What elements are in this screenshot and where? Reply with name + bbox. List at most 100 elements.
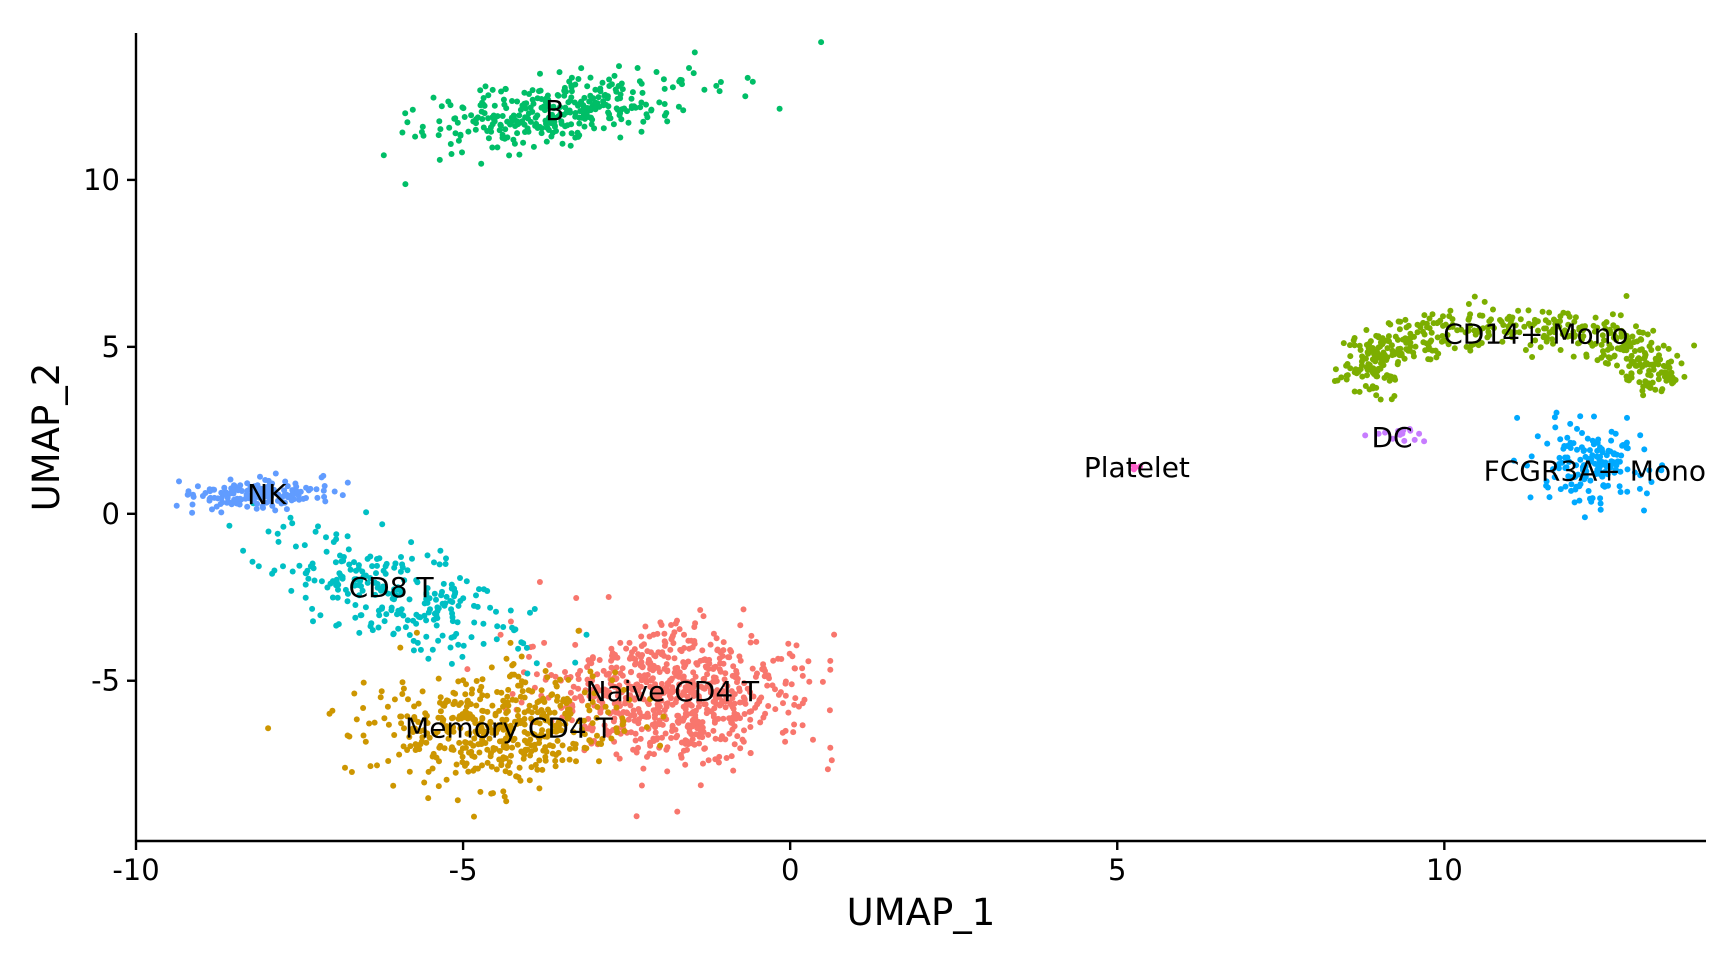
data-point xyxy=(741,711,748,717)
data-point xyxy=(728,648,735,655)
data-point xyxy=(496,756,503,763)
data-point xyxy=(1636,329,1643,335)
data-point xyxy=(716,666,723,673)
data-point xyxy=(173,502,180,509)
data-point xyxy=(560,696,567,703)
data-point xyxy=(519,688,526,695)
data-point xyxy=(436,118,443,125)
data-point xyxy=(1628,370,1635,377)
data-point xyxy=(572,659,579,666)
data-point xyxy=(1506,313,1513,320)
data-point xyxy=(459,653,466,660)
data-point xyxy=(283,506,290,513)
data-point xyxy=(1691,342,1698,349)
data-point xyxy=(1580,448,1587,454)
data-point xyxy=(377,694,384,701)
data-point xyxy=(202,490,209,496)
data-point xyxy=(649,675,656,682)
data-point xyxy=(303,495,309,501)
data-point xyxy=(1647,372,1654,379)
data-point xyxy=(636,672,643,679)
data-point xyxy=(1649,379,1656,386)
data-point xyxy=(1678,360,1685,367)
data-point xyxy=(542,744,549,751)
data-point xyxy=(281,499,288,506)
data-point xyxy=(292,543,299,550)
data-point xyxy=(1462,329,1469,336)
data-point xyxy=(668,622,675,628)
data-point xyxy=(1665,359,1672,366)
data-point xyxy=(1634,356,1641,363)
data-point xyxy=(541,699,548,705)
data-point xyxy=(383,560,390,567)
data-point xyxy=(1130,466,1137,473)
data-point xyxy=(634,65,641,71)
data-point xyxy=(457,132,464,139)
data-point xyxy=(1565,321,1572,328)
x-tick-label: 0 xyxy=(781,853,799,887)
data-point xyxy=(493,766,500,773)
data-point xyxy=(1592,314,1599,321)
data-point xyxy=(344,732,351,739)
data-point xyxy=(734,733,741,740)
data-point xyxy=(1557,347,1564,353)
data-point xyxy=(503,798,510,805)
data-point xyxy=(1643,490,1650,497)
data-point xyxy=(614,95,621,102)
data-point xyxy=(1624,466,1631,473)
data-point xyxy=(1395,318,1402,325)
data-point xyxy=(516,764,523,771)
data-point xyxy=(235,487,242,494)
data-point xyxy=(669,84,676,91)
data-point xyxy=(1546,309,1553,316)
data-point xyxy=(592,99,599,106)
data-point xyxy=(231,482,237,489)
data-point xyxy=(337,552,343,559)
data-point xyxy=(209,506,215,513)
data-point xyxy=(460,595,467,602)
data-point xyxy=(753,638,760,645)
data-point xyxy=(490,112,497,119)
data-point xyxy=(593,714,600,721)
data-point xyxy=(1447,307,1454,314)
data-point xyxy=(1576,483,1583,490)
data-point xyxy=(682,704,689,711)
data-point xyxy=(599,736,606,742)
data-point xyxy=(471,813,477,820)
data-point xyxy=(671,655,678,662)
data-point xyxy=(692,673,699,680)
data-point xyxy=(640,118,647,125)
data-point xyxy=(488,664,495,671)
data-point xyxy=(576,120,583,127)
data-point xyxy=(372,591,379,598)
data-point xyxy=(459,149,465,156)
data-point xyxy=(385,590,392,597)
data-point xyxy=(399,129,406,136)
data-point xyxy=(423,590,430,596)
data-point xyxy=(555,719,562,726)
data-point xyxy=(189,509,196,516)
data-point xyxy=(643,111,650,118)
data-point xyxy=(1598,354,1605,361)
data-point xyxy=(695,703,702,710)
data-point xyxy=(1402,316,1409,323)
data-point xyxy=(487,718,494,725)
data-point xyxy=(454,797,461,804)
data-point xyxy=(719,698,726,704)
data-point xyxy=(686,65,692,71)
y-tick-label: -5 xyxy=(91,664,120,698)
data-point xyxy=(659,734,665,741)
data-point xyxy=(581,717,587,724)
data-point xyxy=(462,739,468,746)
data-point xyxy=(690,70,697,77)
data-point xyxy=(514,741,521,748)
data-point xyxy=(405,696,411,703)
data-point xyxy=(347,566,354,573)
data-point xyxy=(657,742,664,749)
data-point xyxy=(769,682,776,689)
y-tick-label: 5 xyxy=(102,330,120,364)
data-point xyxy=(609,677,616,684)
data-point xyxy=(435,783,442,790)
data-point xyxy=(451,585,458,592)
data-point xyxy=(1549,336,1556,343)
